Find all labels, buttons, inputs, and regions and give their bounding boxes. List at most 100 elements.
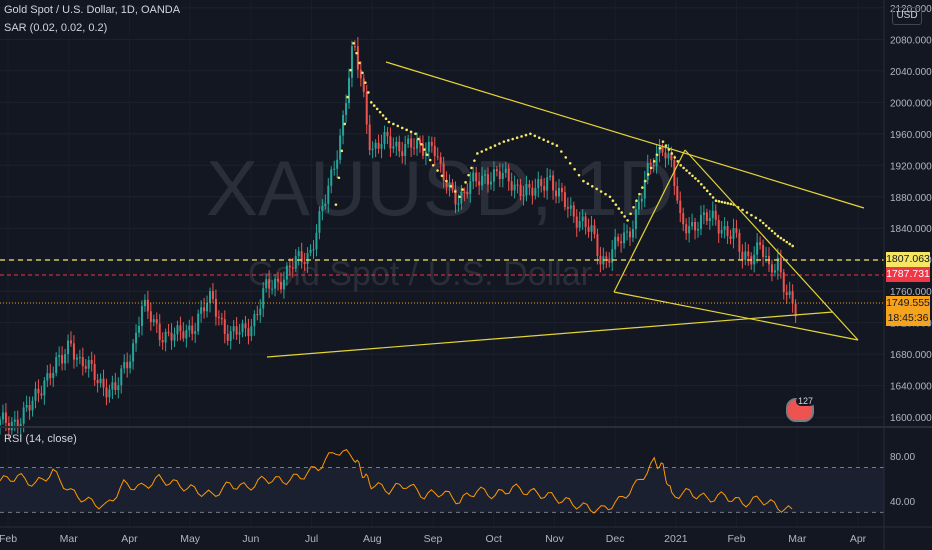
sar-dot (767, 226, 771, 230)
candle-body (238, 332, 241, 335)
candle-body (138, 325, 141, 333)
candle-body (129, 361, 132, 369)
candle-body (126, 361, 129, 369)
sar-dot (340, 149, 344, 153)
sar-dot (367, 91, 370, 94)
candle-body (410, 138, 413, 148)
currency-button[interactable]: USD (892, 7, 922, 25)
sar-dot (641, 186, 644, 189)
sar-dot (511, 137, 515, 141)
sar-dot (761, 221, 765, 225)
sar-dot (417, 137, 420, 141)
candle-body (61, 355, 64, 364)
sar-dot (414, 132, 417, 136)
candle-body (28, 404, 31, 411)
price-grid (0, 7, 884, 418)
sar-dot (658, 146, 662, 150)
sar-dot (507, 139, 510, 142)
candle-body (578, 221, 581, 228)
trendlines-layer[interactable] (266, 61, 865, 358)
candle-body (732, 228, 735, 239)
candle-body (120, 368, 123, 386)
sar-dot (431, 163, 435, 167)
sar-dot (551, 142, 554, 145)
candle-body (368, 124, 371, 151)
sar-dot (670, 152, 674, 155)
candle-body (132, 343, 135, 362)
candle-body (235, 326, 238, 335)
candle-body (501, 172, 504, 180)
candle-body (572, 205, 575, 217)
sar-dot (440, 174, 444, 178)
candle-body (776, 257, 779, 271)
rsi-tick-label: 80.00 (890, 452, 915, 463)
candle-body (726, 226, 729, 236)
candle-body (557, 188, 560, 197)
candle-body (40, 393, 43, 396)
candle-body (685, 224, 688, 234)
candle-body (566, 207, 569, 209)
candle-body (439, 157, 442, 164)
sar-dot (758, 219, 762, 222)
sar-dot (453, 190, 457, 193)
candle-body (702, 212, 705, 215)
candle-body (605, 256, 608, 259)
symbol-legend[interactable]: Gold Spot / U.S. Dollar, 1D, OANDA (4, 4, 181, 16)
candle-body (170, 332, 173, 341)
candle-body (16, 419, 19, 429)
sar-dot (476, 152, 479, 155)
candle-body (489, 181, 492, 185)
candle-body (714, 210, 717, 220)
sar-dot (364, 81, 367, 84)
candle-body (658, 146, 661, 154)
sar-dot (372, 104, 376, 107)
candle-body (55, 357, 58, 374)
candle-body (741, 251, 744, 261)
time-tick-label: Apr (121, 533, 138, 545)
candles-layer (0, 37, 797, 439)
candle-body (226, 333, 229, 341)
candle-body (75, 357, 78, 360)
candle-body (111, 382, 114, 390)
candle-body (528, 184, 531, 188)
candle-body (492, 169, 495, 182)
sar-dot (542, 138, 545, 141)
candle-body (661, 146, 664, 153)
candle-body (481, 175, 484, 186)
candle-body (427, 141, 430, 152)
candle-body (277, 278, 280, 282)
sar-dot (582, 179, 585, 183)
candle-body (537, 179, 540, 189)
candle-body (268, 279, 271, 289)
candle-body (22, 407, 25, 424)
sar-dot (524, 133, 528, 137)
candle-body (788, 291, 791, 296)
sar-dot (352, 41, 355, 45)
candle-body (164, 331, 167, 343)
sar-dot (473, 159, 476, 162)
price-tick-label: 2080.000 (890, 35, 932, 46)
sar-dot (750, 213, 753, 217)
sar-dot (405, 128, 408, 132)
rsi-band (0, 467, 884, 513)
candle-body (203, 307, 206, 312)
sar-dot (396, 124, 400, 128)
rsi-legend[interactable]: RSI (14, close) (4, 433, 77, 445)
sar-dot (595, 187, 598, 191)
candle-body (336, 159, 339, 169)
sar-dot (788, 242, 792, 246)
sar-dot (614, 203, 618, 206)
candle-body (342, 114, 345, 136)
trendline (613, 149, 686, 293)
sar-legend[interactable]: SAR (0.02, 0.02, 0.2) (4, 22, 108, 34)
candle-body (31, 400, 34, 411)
candle-body (679, 200, 682, 214)
candle-body (617, 236, 620, 242)
candle-body (288, 265, 291, 268)
candle-body (782, 272, 785, 293)
trendline (266, 311, 834, 358)
candle-body (294, 256, 297, 269)
sar-dot (381, 114, 385, 117)
candle-body (102, 378, 105, 388)
